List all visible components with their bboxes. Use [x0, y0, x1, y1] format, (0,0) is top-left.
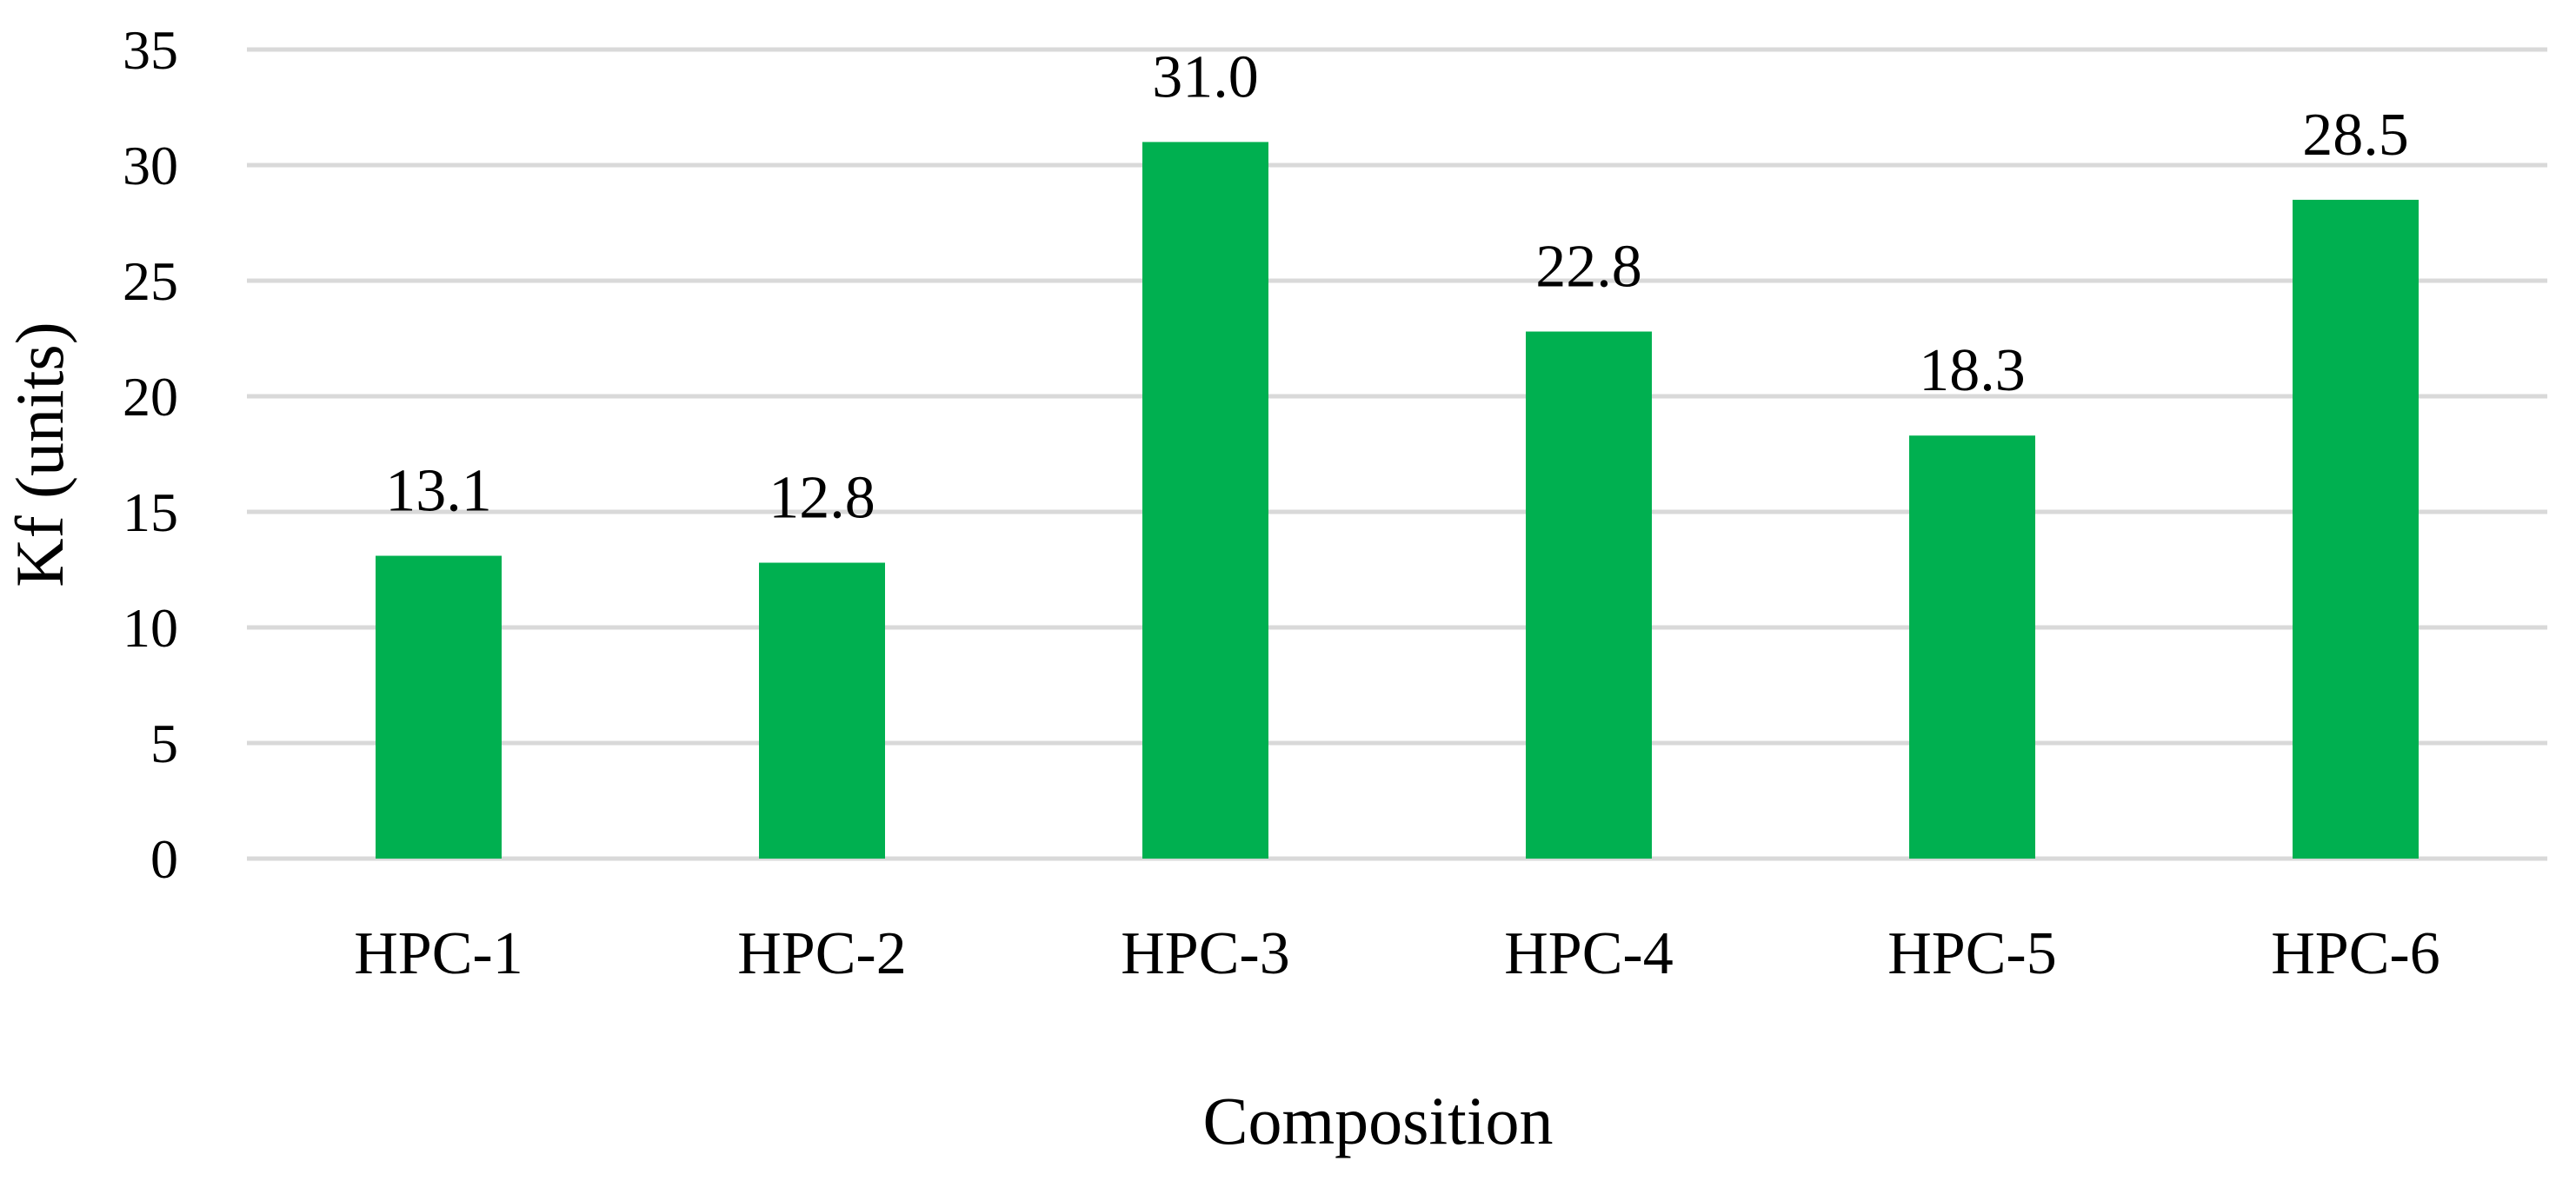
data-label: 22.8 — [1535, 234, 1642, 301]
bar — [1526, 331, 1652, 859]
y-tick-label: 20 — [123, 366, 178, 428]
y-tick-label: 10 — [123, 597, 178, 659]
bars — [376, 142, 2419, 859]
data-label: 13.1 — [385, 458, 492, 525]
data-label: 18.3 — [1919, 337, 2026, 404]
x-axis-title: Composition — [1202, 1083, 1553, 1158]
y-axis-ticks: 0 5 10 15 20 25 30 35 — [123, 19, 178, 890]
data-label: 31.0 — [1152, 43, 1259, 110]
data-labels: 13.1 12.8 31.0 22.8 18.3 28.5 — [385, 43, 2409, 531]
x-tick-label: HPC-4 — [1504, 920, 1673, 987]
x-tick-label: HPC-2 — [737, 920, 906, 987]
x-tick-label: HPC-1 — [354, 920, 523, 987]
bar — [1909, 435, 2035, 859]
data-label: 28.5 — [2302, 102, 2409, 169]
y-tick-label: 30 — [123, 135, 178, 196]
x-tick-label: HPC-5 — [1887, 920, 2056, 987]
bar — [1142, 142, 1268, 859]
y-axis-title: Kf (units) — [2, 322, 77, 587]
data-label: 12.8 — [769, 465, 875, 532]
bar — [2293, 199, 2419, 859]
gridlines — [247, 47, 2547, 861]
y-tick-label: 35 — [123, 19, 178, 81]
bar — [376, 555, 502, 859]
y-tick-label: 15 — [123, 481, 178, 543]
bar — [759, 562, 885, 859]
x-tick-label: HPC-6 — [2271, 920, 2440, 987]
y-tick-label: 0 — [150, 828, 178, 890]
y-tick-label: 5 — [150, 713, 178, 774]
x-tick-label: HPC-3 — [1121, 920, 1289, 987]
x-axis-ticks: HPC-1 HPC-2 HPC-3 HPC-4 HPC-5 HPC-6 — [354, 920, 2440, 987]
y-tick-label: 25 — [123, 250, 178, 312]
